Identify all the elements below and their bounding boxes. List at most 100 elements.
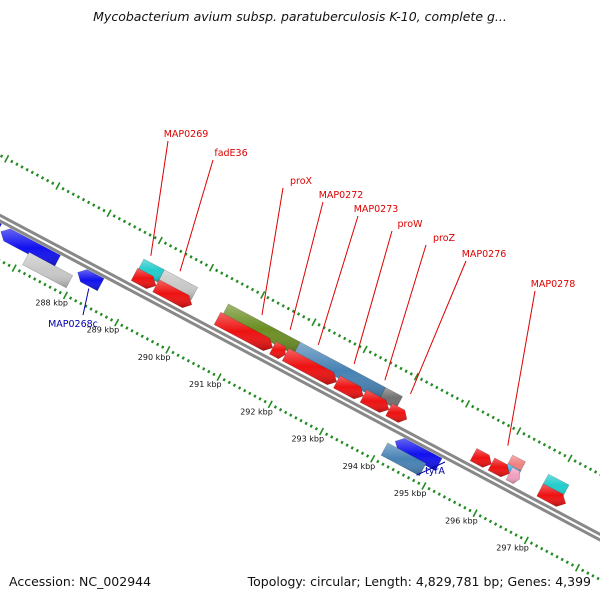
scale-label: 290 kbp	[138, 353, 171, 362]
gene-prow[interactable]	[333, 375, 364, 400]
inner-tick	[370, 454, 376, 463]
gene-shading	[131, 268, 156, 289]
map-title: Mycobacterium avium subsp. paratuberculo…	[93, 9, 507, 24]
gene-map0269[interactable]	[130, 267, 157, 290]
gene-label-map0278[interactable]: MAP0278	[531, 279, 576, 290]
gene-label-prow[interactable]: proW	[398, 219, 424, 230]
outer-tick	[189, 255, 193, 259]
outer-tick	[486, 413, 490, 417]
inner-tick	[253, 394, 257, 398]
gene-shading	[293, 342, 386, 400]
outer-tick	[46, 178, 50, 183]
gene-features[interactable]	[0, 211, 570, 507]
gene-label-fade36[interactable]: fadE36	[214, 148, 247, 159]
backbone	[0, 213, 600, 542]
inner-tick	[191, 361, 196, 366]
outer-tick	[384, 358, 388, 363]
outer-tick	[450, 393, 454, 398]
leader-fade36	[179, 159, 214, 272]
gene-map0276[interactable]	[378, 387, 403, 410]
gene-map0272[interactable]	[268, 341, 286, 360]
leader-map0278	[507, 290, 536, 446]
outer-tick	[20, 165, 24, 169]
gene-label-tyra[interactable]: tyrA	[425, 466, 445, 477]
gene-label-map0269[interactable]: MAP0269	[164, 129, 209, 140]
leader-prow	[353, 230, 393, 365]
gene-map0266c[interactable]	[0, 211, 3, 236]
outer-tick	[399, 366, 403, 371]
gene-shading	[379, 387, 403, 409]
gene-proz[interactable]	[359, 389, 390, 413]
outer-tick	[179, 249, 183, 254]
gene-label-map0276[interactable]: MAP0276	[462, 249, 507, 260]
outer-tick	[61, 186, 65, 191]
outer-tick	[276, 301, 280, 305]
inner-tick	[232, 383, 237, 387]
gene-tyra[interactable]	[380, 442, 427, 477]
inner-tick	[150, 339, 155, 344]
inner-tick	[243, 388, 247, 393]
gene-map0279[interactable]	[536, 483, 567, 507]
outer-tick	[4, 154, 10, 163]
leader-proz	[384, 244, 427, 381]
scale-label: 295 kbp	[394, 489, 427, 498]
gene-map0268c[interactable]	[77, 269, 105, 292]
outer-tick	[512, 426, 516, 431]
inner-tick	[161, 345, 165, 349]
label-leaders	[82, 140, 536, 476]
gene-label-map0272[interactable]: MAP0272	[319, 190, 364, 201]
gene-map0278c[interactable]	[505, 466, 521, 484]
gene-map0275c[interactable]	[394, 437, 443, 472]
outer-tick	[435, 385, 439, 390]
outer-tick	[419, 377, 424, 382]
outer-tick	[106, 209, 112, 218]
gene-shading	[157, 269, 198, 300]
outer-tick	[271, 298, 275, 303]
inner-tick	[417, 481, 421, 486]
inner-tick	[202, 367, 206, 371]
inner-tick	[376, 459, 380, 464]
inner-tick	[574, 563, 581, 572]
inner-tick	[545, 549, 549, 554]
outer-tick	[97, 206, 101, 210]
gene-label-proz[interactable]: proZ	[433, 233, 456, 244]
gene-shading	[541, 474, 569, 498]
outer-tick	[235, 279, 239, 284]
outer-tick	[153, 236, 157, 240]
outer-tick	[358, 344, 362, 349]
inner-tick	[155, 342, 160, 347]
inner-tick	[186, 358, 190, 363]
gene-label-map0273[interactable]: MAP0273	[354, 204, 399, 215]
gene-shading	[506, 467, 520, 484]
gene-map0277[interactable]	[469, 447, 492, 468]
inner-tick	[267, 400, 273, 409]
inner-tick	[396, 470, 400, 475]
gene-fade36[interactable]	[152, 279, 193, 309]
outer-tick	[343, 336, 347, 341]
gene-map0278[interactable]	[487, 457, 510, 478]
gene-map0268[interactable]	[22, 251, 74, 289]
gene-label-map0268c[interactable]: MAP0268c	[48, 319, 98, 330]
inner-tick	[350, 446, 354, 450]
inner-tick	[196, 364, 201, 368]
gene-map0273[interactable]	[281, 347, 338, 386]
outer-tick	[10, 159, 14, 164]
outer-tick	[404, 369, 408, 373]
gene-label-prox[interactable]: proX	[290, 176, 313, 187]
gene-shading	[488, 457, 510, 477]
outer-tick	[496, 418, 500, 422]
gene-labels[interactable]: MAP0269 fadE36 proX MAP0272 MAP0273 proW proZ M…	[48, 129, 575, 477]
gene-prox[interactable]	[213, 311, 274, 352]
inner-tick	[581, 568, 585, 573]
inner-tick	[304, 421, 308, 426]
outer-tick	[112, 214, 116, 218]
leader-prox	[261, 187, 284, 316]
gene-map0276[interactable]	[385, 403, 408, 423]
inner-tick	[176, 353, 180, 358]
inner-tick	[499, 525, 503, 529]
scale-label: 293 kbp	[291, 435, 324, 444]
outer-tick	[460, 399, 465, 403]
outer-tick	[168, 244, 173, 248]
inner-tick	[216, 373, 222, 381]
